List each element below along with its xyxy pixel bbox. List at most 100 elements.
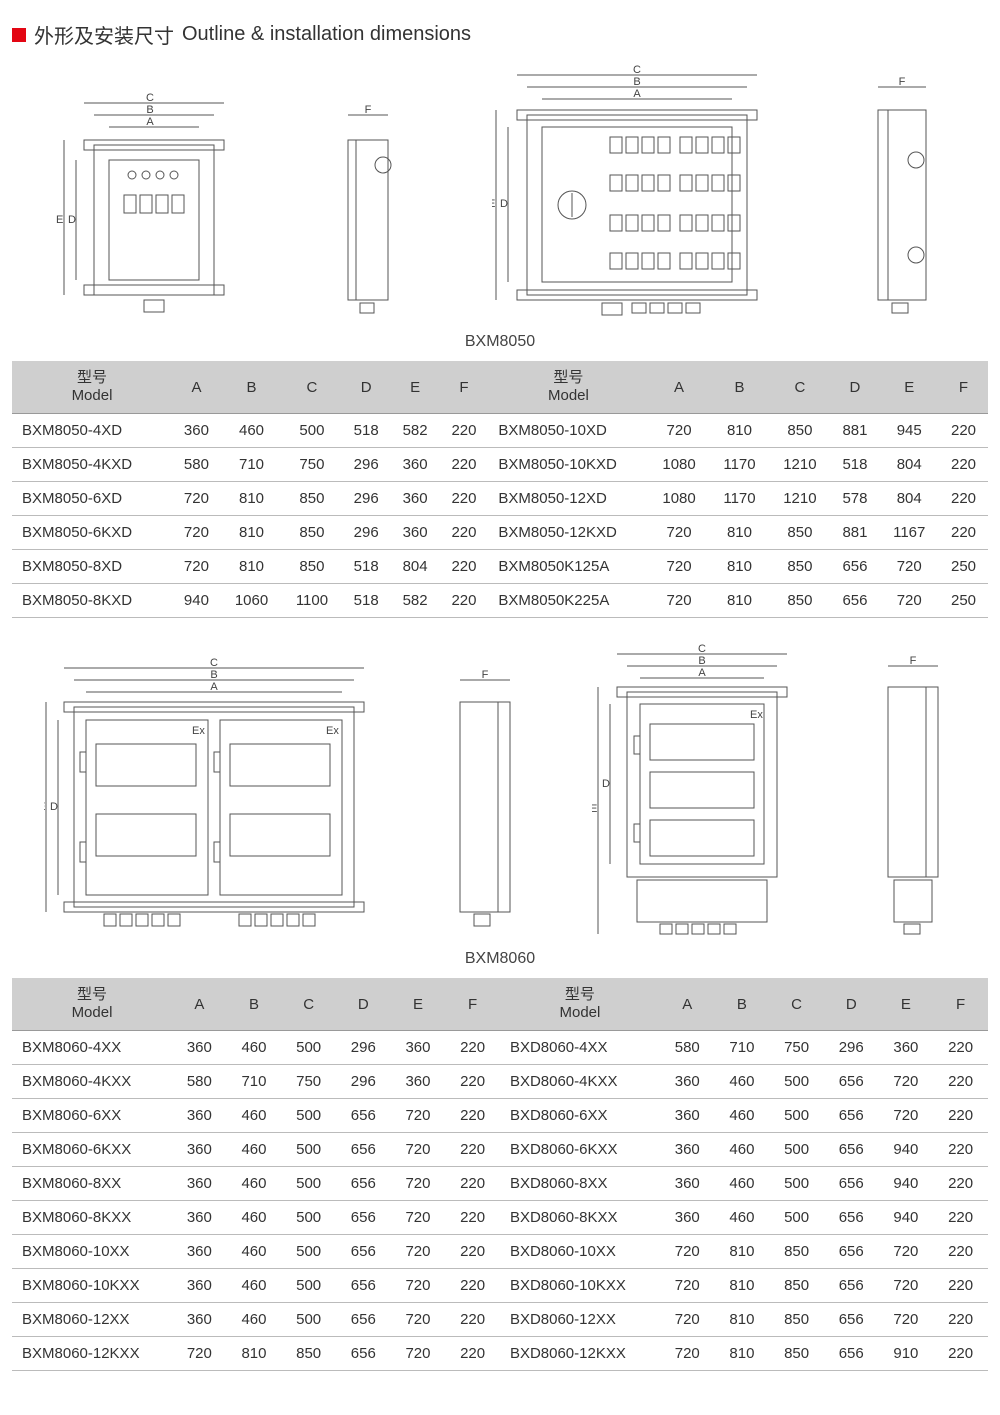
th-E2: E	[879, 361, 939, 414]
cell-value: 460	[227, 1269, 282, 1303]
heading-cn: 外形及安装尺寸	[34, 20, 174, 49]
svg-text:A: A	[146, 116, 154, 128]
cell-value: 656	[824, 1269, 879, 1303]
th-F2: F	[939, 361, 988, 414]
cell-value: 710	[227, 1065, 282, 1099]
cell-value: 220	[933, 1167, 988, 1201]
table-row: BXM8060-4KXX580710750296360220BXD8060-4K…	[12, 1065, 988, 1099]
cell-value: 582	[391, 414, 440, 448]
cell-value: 656	[824, 1099, 879, 1133]
svg-text:E: E	[56, 214, 63, 226]
cell-value: 720	[660, 1303, 715, 1337]
cell-value: 940	[879, 1201, 934, 1235]
cell-value: 580	[660, 1031, 715, 1065]
th-B: B	[221, 361, 282, 414]
cell-value: 720	[660, 1269, 715, 1303]
cell-value: 1210	[769, 448, 830, 482]
cell-value: 810	[221, 516, 282, 550]
th2-C2: C	[769, 978, 824, 1031]
cell-value: 750	[281, 1065, 336, 1099]
cell-value: 220	[933, 1235, 988, 1269]
cell-value: 720	[648, 584, 709, 618]
cell-value: 720	[660, 1337, 715, 1371]
cell-model: BXM8060-8XX	[12, 1167, 172, 1201]
cell-value: 656	[824, 1167, 879, 1201]
cell-value: 360	[660, 1167, 715, 1201]
cell-value: 910	[879, 1337, 934, 1371]
cell-value: 220	[440, 414, 489, 448]
cell-value: 500	[281, 1133, 336, 1167]
cell-value: 220	[445, 1099, 500, 1133]
svg-text:C: C	[146, 92, 154, 104]
cell-model: BXM8060-10KXX	[12, 1269, 172, 1303]
cell-model: BXM8060-10XX	[12, 1235, 172, 1269]
section-heading: 外形及安装尺寸 Outline & installation dimension…	[12, 20, 988, 49]
cell-model: BXM8050-10KXD	[488, 448, 648, 482]
cell-value: 720	[648, 414, 709, 448]
cell-value: 850	[769, 516, 830, 550]
th-B2: B	[710, 361, 770, 414]
diagram-bxm8050-small-side: F	[328, 85, 408, 325]
cell-value: 656	[336, 1167, 391, 1201]
cell-value: 720	[391, 1303, 446, 1337]
cell-value: 850	[769, 414, 830, 448]
diagram-row-bxm8060: Ex Ex A B C D E F	[12, 642, 988, 942]
cell-value: 580	[172, 1065, 227, 1099]
cell-value: 360	[391, 448, 440, 482]
cell-value: 850	[769, 1269, 824, 1303]
cell-value: 720	[391, 1269, 446, 1303]
cell-value: 720	[879, 550, 939, 584]
th-A2: A	[648, 361, 709, 414]
cell-value: 656	[824, 1303, 879, 1337]
cell-value: 220	[933, 1201, 988, 1235]
cell-model: BXM8060-6KXX	[12, 1133, 172, 1167]
cell-value: 220	[933, 1337, 988, 1371]
cell-value: 460	[227, 1167, 282, 1201]
cell-value: 220	[445, 1235, 500, 1269]
th2-D2: D	[824, 978, 879, 1031]
cell-value: 1167	[879, 516, 939, 550]
cell-value: 360	[172, 1235, 227, 1269]
cell-value: 500	[281, 1235, 336, 1269]
cell-value: 296	[824, 1031, 879, 1065]
cell-value: 500	[769, 1133, 824, 1167]
cell-value: 881	[831, 516, 880, 550]
cell-value: 220	[939, 414, 988, 448]
cell-value: 656	[336, 1201, 391, 1235]
svg-text:F: F	[910, 655, 917, 667]
cell-value: 460	[227, 1201, 282, 1235]
cell-value: 518	[831, 448, 880, 482]
diagram-bxm8050-large-side: F	[856, 65, 946, 325]
cell-value: 1170	[710, 448, 770, 482]
cell-value: 220	[939, 482, 988, 516]
th2-A: A	[172, 978, 227, 1031]
cell-value: 460	[227, 1235, 282, 1269]
cell-value: 850	[282, 482, 342, 516]
cell-value: 940	[879, 1167, 934, 1201]
cell-value: 720	[391, 1337, 446, 1371]
cell-value: 460	[221, 414, 282, 448]
cell-model: BXD8060-12XX	[500, 1303, 660, 1337]
cell-value: 360	[660, 1133, 715, 1167]
cell-value: 810	[710, 516, 770, 550]
cell-value: 220	[445, 1337, 500, 1371]
cell-value: 360	[879, 1031, 934, 1065]
cell-value: 360	[660, 1099, 715, 1133]
cell-value: 720	[391, 1133, 446, 1167]
cell-value: 656	[336, 1303, 391, 1337]
cell-model: BXM8060-12KXX	[12, 1337, 172, 1371]
cell-value: 720	[879, 584, 939, 618]
svg-text:F: F	[365, 104, 372, 116]
cell-value: 220	[933, 1099, 988, 1133]
cell-value: 810	[715, 1269, 770, 1303]
table-row: BXM8060-12KXX720810850656720220BXD8060-1…	[12, 1337, 988, 1371]
cell-value: 720	[879, 1235, 934, 1269]
cell-value: 656	[336, 1337, 391, 1371]
cell-value: 945	[879, 414, 939, 448]
cell-model: BXM8050-12XD	[488, 482, 648, 516]
cell-value: 850	[769, 584, 830, 618]
th-E: E	[391, 361, 440, 414]
cell-value: 1210	[769, 482, 830, 516]
cell-value: 500	[769, 1099, 824, 1133]
cell-value: 720	[660, 1235, 715, 1269]
